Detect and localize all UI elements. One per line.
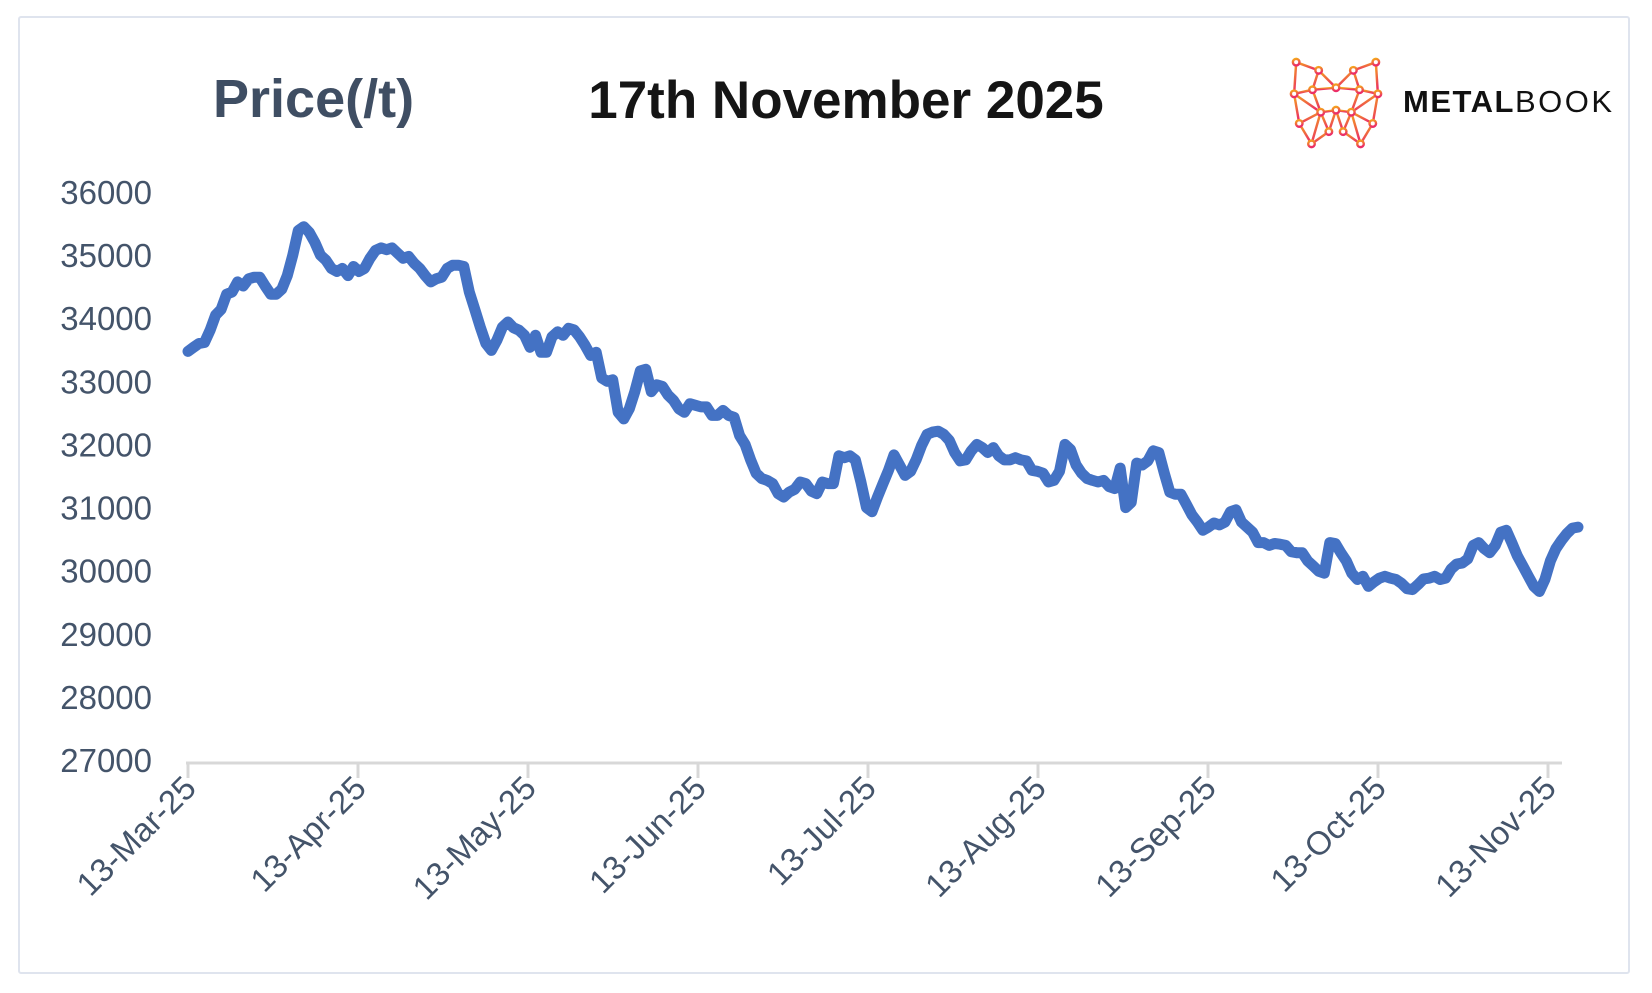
y-axis-label: 31000	[60, 490, 152, 527]
y-axis-label: 28000	[60, 679, 152, 716]
x-axis-label: 13-Jul-25	[760, 769, 883, 892]
x-axis-label: 13-Sep-25	[1088, 769, 1223, 904]
x-axis-label: 13-Apr-25	[243, 769, 373, 899]
y-axis-label: 27000	[60, 742, 152, 779]
x-axis-label: 13-Mar-25	[69, 769, 203, 903]
chart-card: Price(/t) 17th November 2025 METALBOOK	[18, 16, 1630, 974]
y-axis-label: 36000	[60, 174, 152, 211]
price-series-line	[182, 221, 1584, 597]
x-axis-label: 13-Aug-25	[918, 769, 1053, 904]
y-axis-label: 32000	[60, 426, 152, 463]
metalbook-logo: METALBOOK	[1284, 54, 1615, 150]
y-axis-label: 30000	[60, 553, 152, 590]
y-axis-label: 35000	[60, 237, 152, 274]
y-axis-label: 29000	[60, 616, 152, 653]
logo-text-book: BOOK	[1514, 84, 1615, 119]
metalbook-network-m-icon	[1289, 57, 1383, 149]
metalbook-wordmark: METALBOOK	[1403, 84, 1615, 120]
x-axis-label: 13-Nov-25	[1428, 769, 1563, 904]
x-axis-label: 13-Oct-25	[1263, 769, 1393, 899]
x-axis-label: 13-May-25	[405, 769, 543, 907]
y-axis-label: 33000	[60, 363, 152, 400]
x-axis-label: 13-Jun-25	[582, 769, 713, 900]
y-axis-title: Price(/t)	[213, 69, 415, 129]
y-axis-label: 34000	[60, 300, 152, 337]
chart-date-title: 17th November 2025	[588, 71, 1104, 130]
logo-text-metal: METAL	[1403, 84, 1515, 119]
